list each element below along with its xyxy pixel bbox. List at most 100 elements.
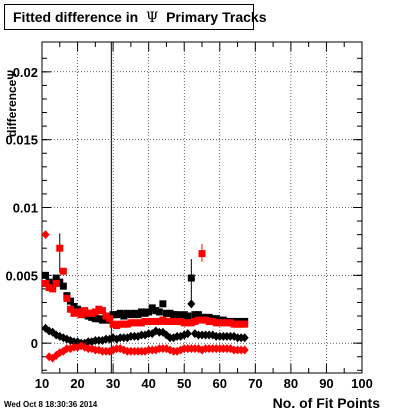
data-point-diamond [41,230,50,240]
y-tick-label: 0.015 [5,133,38,148]
data-point-square [219,319,227,327]
data-point-diamond [240,345,249,355]
data-point-square [70,309,78,317]
x-axis-label: No. of Fit Points [272,395,380,411]
data-point-square [205,317,213,325]
data-point-square [148,317,156,325]
data-point-square [230,320,238,328]
data-point-square [145,308,153,316]
x-tick-label: 40 [141,376,155,391]
data-point-square [234,320,242,328]
data-point-square [166,317,174,325]
data-point-square [56,278,64,286]
data-point-square [66,305,74,313]
data-point-square [52,274,60,282]
data-point-square [84,309,92,317]
y-axis-label: differenceΨ [5,69,19,137]
data-point-square [134,311,142,319]
data-point-square [166,309,174,317]
data-point-square [155,317,163,325]
data-point-diamond [187,299,196,309]
data-point-square [59,282,67,290]
data-point-square [91,308,99,316]
data-point-square [162,309,170,317]
data-point-square [120,312,128,320]
data-point-square [145,317,153,325]
data-point-square [191,317,199,325]
data-point-square [148,304,156,312]
data-point-square [162,317,170,325]
data-point-square [138,308,146,316]
data-point-square [180,311,188,319]
data-point-diamond [183,329,192,339]
data-markers [41,230,249,363]
data-point-square [98,316,106,324]
data-point-square [194,311,202,319]
data-point-square [81,311,89,319]
data-point-square [116,309,124,317]
y-tick-label: 0.02 [13,65,38,80]
data-point-square [123,320,131,328]
x-tick-label: 90 [319,376,333,391]
data-point-square [177,312,185,320]
data-point-square [74,308,82,316]
data-point-square [123,309,131,317]
x-tick-label: 100 [351,376,373,391]
title-box: Fitted difference in Ψ Primary Tracks [4,4,266,30]
x-tick-label: 60 [213,376,227,391]
data-point-square [66,297,74,305]
data-point-square [184,319,192,327]
chart-title: Fitted difference in Ψ Primary Tracks [13,9,266,26]
data-point-square [45,284,53,292]
data-point-square [223,319,231,327]
x-tick-label: 20 [70,376,84,391]
data-point-square [177,317,185,325]
data-point-square [159,300,167,308]
data-point-square [127,311,135,319]
data-point-square [170,317,178,325]
data-point-square [63,294,71,302]
data-point-square [205,313,213,321]
grid [42,42,362,373]
data-point-square [209,317,217,325]
x-tick-label: 80 [284,376,298,391]
data-point-square [241,320,249,328]
x-tick-label: 30 [106,376,120,391]
data-point-square [116,320,124,328]
y-tick-label: 0.005 [5,268,38,283]
data-point-square [102,312,110,320]
data-point-square [106,315,114,323]
x-tick-label: 70 [248,376,262,391]
timestamp: Wed Oct 8 18:30:36 2014 [4,400,98,409]
x-tick-label: 50 [177,376,191,391]
x-tick-labels: 10 20 30 40 50 60 70 80 90 100 [35,376,373,391]
title-symbol: Ψ [146,10,159,26]
data-point-square [202,316,210,324]
data-point-square [81,307,89,315]
data-point-square [45,278,53,286]
y-tick-labels: 0 0.005 0.01 0.015 0.02 [5,65,38,351]
data-point-square [52,279,60,287]
data-point-square [120,320,128,328]
data-point-square [102,316,110,324]
data-point-square [159,316,167,324]
data-point-square [173,311,181,319]
data-point-square [113,322,121,330]
data-point-square [138,319,146,327]
data-point-square [70,303,78,311]
data-point-square [187,274,195,282]
data-point-square [212,319,220,327]
data-point-square [152,307,160,315]
data-point-square [59,267,67,275]
data-point-square [88,313,96,321]
data-point-square [152,317,160,325]
data-point-square [134,319,142,327]
data-point-square [56,244,64,252]
data-point-square [191,311,199,319]
x-tick-label: 10 [35,376,49,391]
data-point-square [141,309,149,317]
data-point-square [113,311,121,319]
data-point-square [212,315,220,323]
data-point-square [42,271,50,279]
data-point-square [95,315,103,323]
